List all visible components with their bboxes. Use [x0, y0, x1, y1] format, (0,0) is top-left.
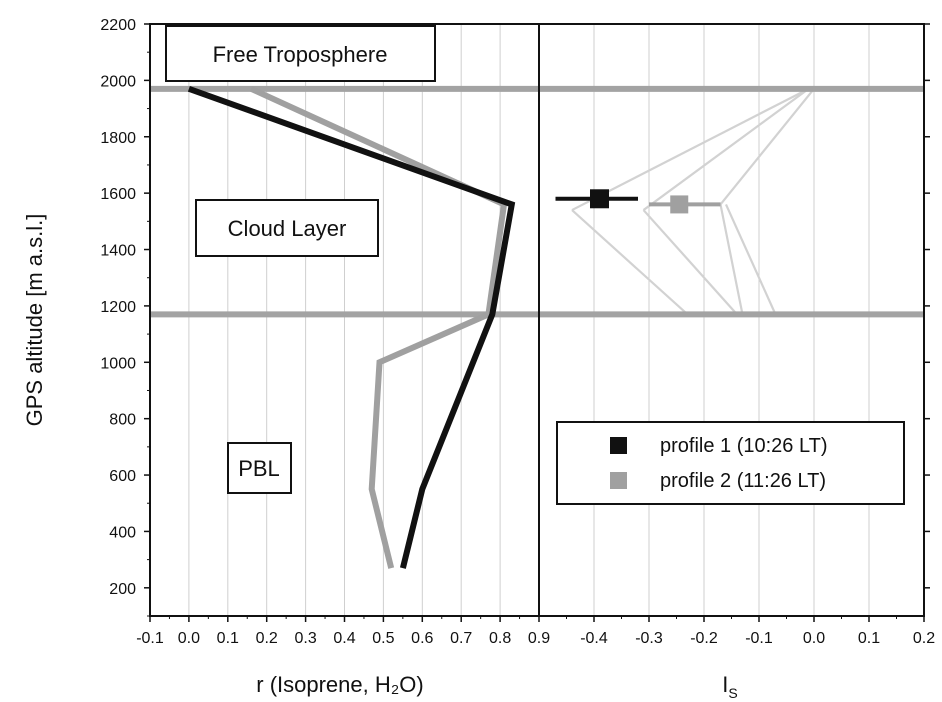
- background-line: [571, 87, 810, 212]
- x-tick-label: 0.2: [913, 630, 935, 647]
- background-line: [642, 209, 738, 316]
- legend-label-profile-2: profile 2 (11:26 LT): [660, 470, 826, 492]
- free-troposphere-box: Free Troposphere: [165, 25, 436, 82]
- y-ticks: 200 400 600 800 1000 1200 1400 1600 1800 2000 2200: [100, 17, 930, 617]
- profile-2-line: [249, 86, 508, 569]
- background-line: [724, 203, 777, 315]
- x-tick-label: -0.4: [580, 630, 608, 647]
- y-tick-label: 200: [109, 581, 136, 598]
- legend: profile 1 (10:26 LT) profile 2 (11:26 LT…: [556, 421, 905, 505]
- left-panel-grid: [188, 24, 501, 616]
- x-tick-label: -0.3: [635, 630, 663, 647]
- pbl-box: PBL: [227, 442, 292, 494]
- y-tick-label: 1200: [100, 299, 136, 316]
- x-tick-label: 0.0: [178, 630, 200, 647]
- background-line: [719, 204, 744, 315]
- free-troposphere-label: Free Troposphere: [213, 42, 388, 67]
- x-tick-label: 0.8: [489, 630, 511, 647]
- right-x-ticks: -0.4 -0.3 -0.2 -0.1 0.0 0.1 0.2: [566, 616, 935, 647]
- background-line: [642, 87, 810, 211]
- x-tick-label: 0.0: [803, 630, 825, 647]
- x-tick-label: -0.2: [690, 630, 718, 647]
- layer-boundaries: [150, 85, 924, 318]
- profile-1-line: [187, 85, 516, 569]
- y-tick-label: 2200: [100, 17, 136, 34]
- right-panel-grid: [593, 24, 870, 616]
- x-tick-label: 0.5: [372, 630, 394, 647]
- y-tick-label: 600: [109, 468, 136, 485]
- right-panel-background-lines: [571, 87, 815, 316]
- plot-frame: [149, 23, 925, 617]
- legend-marker-profile-2: [610, 472, 627, 489]
- x-tick-label: -0.1: [136, 630, 164, 647]
- right-x-axis-label-main: I: [722, 672, 728, 697]
- legend-marker-profile-1: [610, 437, 627, 454]
- cloud-layer-label: Cloud Layer: [228, 216, 347, 241]
- left-x-axis-label: r (Isoprene, H₂O): [256, 672, 423, 697]
- x-tick-label: 0.1: [858, 630, 880, 647]
- legend-label-profile-1: profile 1 (10:26 LT): [660, 435, 828, 457]
- left-panel-series: [187, 85, 516, 569]
- right-x-axis-label: IS: [722, 672, 737, 701]
- y-tick-label: 1000: [100, 355, 136, 372]
- y-tick-label: 800: [109, 412, 136, 429]
- y-tick-label: 1600: [100, 186, 136, 203]
- right-panel-series: [555, 189, 721, 214]
- y-tick-label: 400: [109, 524, 136, 541]
- x-tick-label: 0.9: [528, 630, 550, 647]
- profile-1-marker: [590, 189, 609, 209]
- y-axis-label: GPS altitude [m a.s.l.]: [22, 214, 47, 427]
- x-tick-label: 0.6: [411, 630, 433, 647]
- y-tick-label: 1800: [100, 130, 136, 147]
- background-line: [571, 209, 689, 316]
- x-tick-label: 0.4: [333, 630, 355, 647]
- background-line: [719, 88, 815, 206]
- x-tick-label: 0.3: [294, 630, 316, 647]
- left-x-ticks: -0.1 0.0 0.1 0.2 0.3 0.4 0.5 0.6 0.7 0.8 0.9: [136, 616, 550, 647]
- y-tick-label: 1400: [100, 243, 136, 260]
- x-tick-label: 0.7: [450, 630, 472, 647]
- right-x-axis-label-subscript: S: [728, 685, 737, 701]
- x-tick-label: -0.1: [745, 630, 773, 647]
- x-tick-label: 0.2: [256, 630, 278, 647]
- profile-2-marker: [670, 195, 689, 214]
- x-tick-label: 0.1: [217, 630, 239, 647]
- y-tick-label: 2000: [100, 73, 136, 90]
- cloud-layer-box: Cloud Layer: [195, 199, 379, 257]
- pbl-label: PBL: [238, 456, 280, 481]
